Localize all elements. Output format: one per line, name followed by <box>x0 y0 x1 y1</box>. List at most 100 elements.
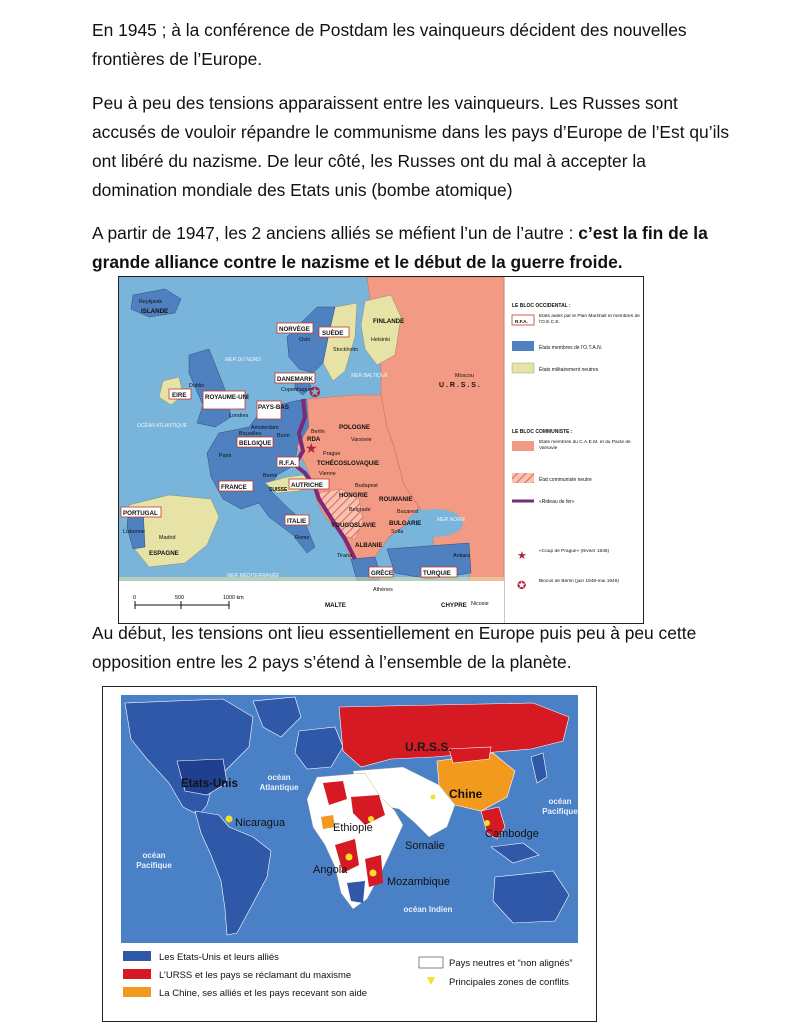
legend-prague: «Coup de Prague» (février 1948) <box>539 549 610 554</box>
city-berlin: Berlin <box>311 429 325 435</box>
legend-neutral: États militairement neutres <box>539 366 599 373</box>
western-europe-area <box>294 726 344 770</box>
label-rda: RDA <box>307 436 321 443</box>
greenland-area <box>252 696 302 738</box>
label-pologne: POLOGNE <box>339 424 370 431</box>
legend-caem: États membres du C.A.E.M. et du Pacte de… <box>539 440 631 451</box>
paragraph-guerre-froide-bold: c’est la fin de la grande alliance contr… <box>92 223 708 272</box>
city-moscou: Moscou <box>455 373 474 379</box>
world-map-svg: Etats-Unis U.R.S.S. Chine Nicaragua Ethi… <box>121 695 578 999</box>
city-amsterdam: Amsterdam <box>251 425 279 431</box>
label-turquie: TURQUIE <box>423 570 451 577</box>
city-bruxelles: Bruxelles <box>239 431 261 437</box>
label-ocean-pacifique-ouest: océan Pacifique <box>136 851 172 870</box>
yugoslavia-area <box>316 488 364 540</box>
city-londres: Londres <box>229 413 249 419</box>
legend-otan-swatch <box>512 341 534 351</box>
north-america-area <box>124 698 254 816</box>
label-mozambique: Mozambique <box>387 876 450 888</box>
label-finlande: FINLANDE <box>373 318 404 325</box>
conflict-nicaragua <box>225 815 233 823</box>
mongolia-area <box>448 746 492 764</box>
scale-1000: 1000 km <box>223 595 244 601</box>
label-pays-bas: PAYS-BAS <box>258 404 289 411</box>
legend-berlin-star-icon: ✪ <box>517 580 526 592</box>
city-paris: Paris <box>219 453 232 459</box>
label-etats-unis: Etats-Unis <box>181 778 238 790</box>
legend-usa-swatch <box>123 951 151 961</box>
label-ocean-atlantique: océan Atlantique <box>259 773 299 792</box>
label-urss: U.R.S.S. <box>405 740 452 754</box>
indonesia-area <box>490 842 540 864</box>
label-suisse: SUISSE <box>269 487 288 493</box>
conflict-asia <box>430 794 436 800</box>
black-sea <box>407 509 463 537</box>
paragraph-tensions: Peu à peu des tensions apparaissent entr… <box>92 93 730 200</box>
sea-ocean-atlantique: OCÉAN ATLANTIQUE <box>137 422 188 429</box>
scale-bar: 0 500 1000 km <box>133 595 244 609</box>
conflict-angola <box>345 853 353 861</box>
legend-china-swatch <box>123 987 151 997</box>
legend-urss-swatch <box>123 969 151 979</box>
label-danemark: DANEMARK <box>277 376 314 383</box>
label-somalie: Somalie <box>405 840 445 852</box>
city-helsinki: Helsinki <box>371 337 390 343</box>
legend-communist-title: LE BLOC COMMUNISTE : <box>512 429 573 435</box>
legend-neutral: Pays neutres et “non alignés” <box>449 958 573 969</box>
city-madrid: Madrid <box>159 535 175 541</box>
scale-0: 0 <box>133 595 136 601</box>
conflict-zones <box>225 794 490 877</box>
western-europe-area <box>206 398 316 554</box>
label-norvege: NORVÈGE <box>279 325 310 333</box>
city-stockholm: Stockholm <box>333 347 359 353</box>
legend-urss: L’URSS et les pays se réclamant du maxis… <box>159 970 351 981</box>
label-hongrie: HONGRIE <box>339 492 368 499</box>
legend-berlin: Blocus de Berlin (juin 1948-mai 1949) <box>539 579 619 584</box>
australia-area <box>492 870 570 924</box>
japan-area <box>530 752 548 784</box>
city-lisbonne: Lisbonne <box>123 529 145 535</box>
finland-area <box>360 294 402 366</box>
city-copenhague: Copenhague <box>281 387 312 393</box>
sea-mer-baltique: MER BALTIQUE <box>351 373 389 379</box>
label-albanie: ALBANIE <box>355 542 383 549</box>
sea-mer-du-nord: MER DU NORD <box>225 357 261 363</box>
legend-usa: Les Etats-Unis et leurs alliés <box>159 952 279 963</box>
city-dublin: Dublin <box>189 383 204 389</box>
legend-neutral-swatch <box>418 956 444 969</box>
label-rfa: R.F.A. <box>279 460 296 467</box>
label-ocean-indien: océan Indien <box>403 905 453 914</box>
label-islande: ISLANDE <box>141 308 168 315</box>
paragraph-guerre-froide: A partir de 1947, les 2 anciens alliés s… <box>92 219 732 277</box>
label-nicaragua: Nicaragua <box>235 817 286 829</box>
city-budapest: Budapest <box>355 483 378 489</box>
africa-north-patch <box>323 781 347 805</box>
label-belgique: BELGIQUE <box>239 440 271 447</box>
paragraph-extension: Au début, les tensions ont lieu essentie… <box>92 623 697 672</box>
legend-marshall: États aidés par le Plan Marshall et memb… <box>539 314 640 325</box>
legend-neutral-communist: État communiste neutre <box>539 476 592 483</box>
city-varsovie: Varsovie <box>351 437 372 443</box>
europe-map-svg: ✪ ★ ISLANDE NORVÈGE SUÈDE FINLANDE DANEM… <box>119 277 643 623</box>
berlin-blockade-star: ✪ <box>309 384 321 400</box>
city-bucarest: Bucarest <box>397 509 419 515</box>
legend-rfa-box: R.F.A. <box>515 319 528 324</box>
southeast-asia-area <box>480 806 506 840</box>
city-rome: Rome <box>295 535 309 541</box>
city-berne: Berne <box>263 473 277 479</box>
conflict-mozambique <box>369 869 377 877</box>
city-reykjavik: Reykjavik <box>139 299 162 305</box>
legend-conflicts: Principales zones de conflits <box>449 977 569 988</box>
paragraph-postdam: En 1945 ; à la conférence de Postdam les… <box>92 20 687 69</box>
legend-iron-curtain: «Rideau de fer» <box>539 499 575 505</box>
label-ocean-pacifique-est: océan Pacifique <box>542 797 578 816</box>
label-eire: EIRE <box>172 392 186 399</box>
label-urss: U . R . S . S . <box>439 382 480 389</box>
label-grece: GRÈCE <box>371 569 393 577</box>
city-belgrade: Belgrade <box>349 507 371 513</box>
label-cambodge: Cambodge <box>485 828 539 840</box>
legend-neutral-swatch <box>511 362 535 374</box>
label-royaume-uni: ROYAUME-UNI <box>205 394 249 401</box>
legend-hatch-swatch <box>512 473 534 483</box>
sea-mer-mediterranee: MER MÉDITERRANÉE <box>227 572 280 579</box>
